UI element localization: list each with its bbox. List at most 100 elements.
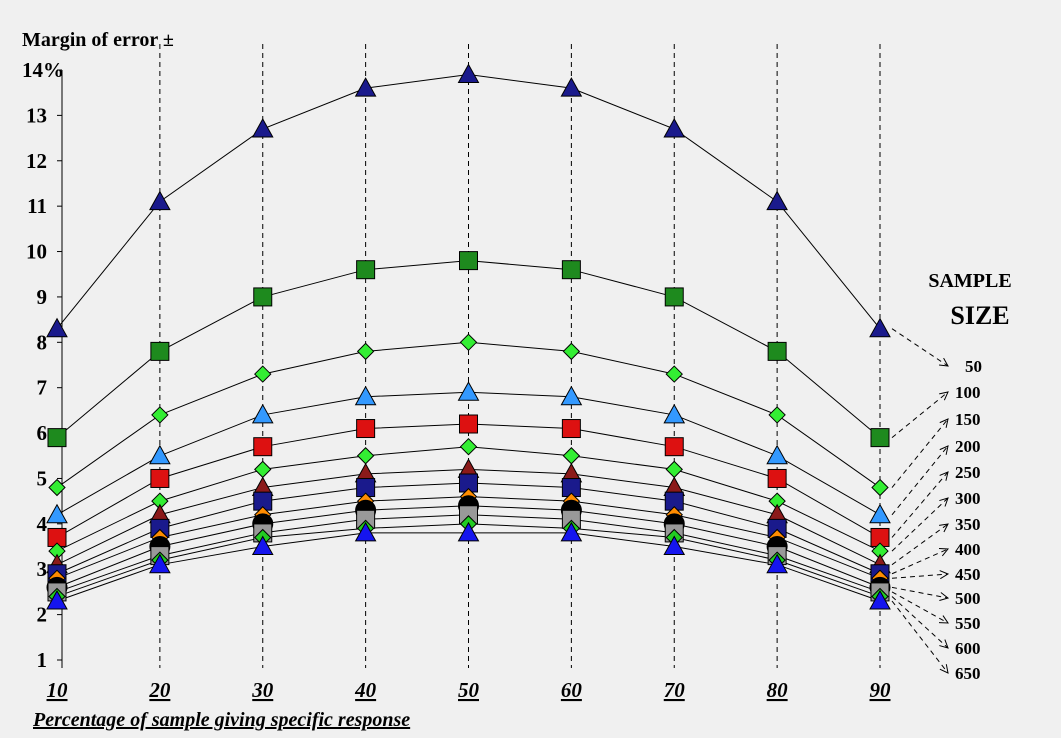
marker-100-90 xyxy=(870,428,890,448)
legend-arrow-100 xyxy=(891,391,949,439)
marker-250-40 xyxy=(356,419,376,439)
marker-150-40 xyxy=(356,342,375,361)
marker-100-20 xyxy=(150,341,170,361)
marker-50-20 xyxy=(149,190,171,211)
marker-250-50 xyxy=(459,414,478,434)
legend-arrow-550 xyxy=(891,591,949,624)
x-tick-label-40: 40 xyxy=(354,678,377,702)
legend-arrowhead-50 xyxy=(939,357,949,367)
y-tick-label-10: 10 xyxy=(26,240,47,264)
marker-150-70 xyxy=(665,365,683,383)
marker-150-20 xyxy=(151,406,169,424)
marker-650-70 xyxy=(663,535,686,556)
marker-50-30 xyxy=(251,117,274,138)
legend-arrowhead-500 xyxy=(939,592,950,602)
marker-150-80 xyxy=(768,406,786,424)
legend-arrow-500 xyxy=(891,586,949,599)
y-tick-label-6: 6 xyxy=(37,421,48,445)
legend-arrow-600 xyxy=(891,596,949,649)
marker-150-50 xyxy=(459,333,478,352)
legend-label-600: 600 xyxy=(955,639,981,658)
marker-150-60 xyxy=(562,342,581,361)
marker-150-30 xyxy=(254,365,272,383)
marker-50-90 xyxy=(869,317,891,338)
legend-arrowhead-300 xyxy=(939,497,949,507)
series-markers xyxy=(46,63,891,610)
marker-100-10 xyxy=(47,428,67,448)
legend-label-550: 550 xyxy=(955,614,981,633)
marker-50-70 xyxy=(663,117,686,138)
y-tick-label-13: 13 xyxy=(26,103,47,127)
marker-200-40 xyxy=(354,385,377,406)
marker-650-50 xyxy=(457,521,480,542)
legend-title-size: SIZE xyxy=(950,301,1009,330)
marker-100-30 xyxy=(253,287,273,307)
legend: SAMPLE SIZE 5010015020025030035040045050… xyxy=(891,270,1012,683)
legend-label-350: 350 xyxy=(955,515,981,534)
y-tick-label-1: 1 xyxy=(37,648,48,672)
legend-arrowhead-350 xyxy=(939,523,949,533)
legend-label-300: 300 xyxy=(955,489,981,508)
x-tick-label-90: 90 xyxy=(870,678,892,702)
legend-arrowhead-150 xyxy=(939,418,949,428)
marker-650-80 xyxy=(766,553,788,574)
marker-100-80 xyxy=(767,341,787,361)
marker-650-20 xyxy=(149,553,171,574)
marker-650-10 xyxy=(46,589,68,610)
x-tick-label-50: 50 xyxy=(458,678,480,702)
legend-label-650: 650 xyxy=(955,664,981,683)
legend-arrow-50 xyxy=(891,328,949,367)
legend-label-250: 250 xyxy=(955,463,981,482)
marker-150-10 xyxy=(48,478,66,497)
legend-items: 50 100 150 200 250 300 350 400 450 500 550 600 650 xyxy=(891,328,982,683)
x-tick-labels: 10 20 30 40 50 60 70 80 90 xyxy=(47,678,892,702)
y-tick-label-4: 4 xyxy=(37,512,48,536)
legend-arrowhead-400 xyxy=(938,548,950,557)
marker-100-60 xyxy=(561,260,581,280)
x-tick-label-80: 80 xyxy=(767,678,789,702)
marker-200-50 xyxy=(457,381,480,401)
marker-650-90 xyxy=(869,589,891,610)
marker-650-60 xyxy=(560,521,583,542)
legend-arrow-650 xyxy=(891,600,949,674)
y-tick-label-12: 12 xyxy=(26,149,47,173)
legend-arrow-450 xyxy=(891,573,949,579)
marker-100-50 xyxy=(459,251,478,271)
marker-200-10 xyxy=(46,503,68,524)
marker-200-60 xyxy=(560,385,583,406)
y-tick-label-9: 9 xyxy=(37,285,48,309)
marker-650-30 xyxy=(251,535,274,556)
marker-50-80 xyxy=(766,190,788,211)
y-tick-label-14: 14% xyxy=(22,58,64,82)
legend-arrowhead-600 xyxy=(939,639,949,649)
marker-200-80 xyxy=(766,444,788,465)
legend-label-500: 500 xyxy=(955,589,981,608)
y-tick-label-2: 2 xyxy=(37,603,48,627)
marker-50-50 xyxy=(457,63,480,84)
legend-label-100: 100 xyxy=(955,383,981,402)
y-tick-label-8: 8 xyxy=(37,330,48,354)
marker-100-70 xyxy=(664,287,684,307)
legend-title-sample: SAMPLE xyxy=(928,270,1011,292)
vertical-gridlines xyxy=(159,44,881,668)
x-tick-label-20: 20 xyxy=(148,678,171,702)
legend-arrow-400 xyxy=(891,548,949,575)
marker-200-70 xyxy=(663,403,686,424)
legend-arrowhead-550 xyxy=(938,615,949,624)
y-tick-label-3: 3 xyxy=(37,557,48,581)
marker-200-90 xyxy=(869,503,891,524)
y-axis-title: Margin of error ± xyxy=(22,29,174,51)
legend-arrowhead-450 xyxy=(939,570,950,580)
marker-300-70 xyxy=(665,460,683,479)
legend-arrowhead-650 xyxy=(939,664,949,674)
legend-label-400: 400 xyxy=(955,540,981,559)
legend-arrow-350 xyxy=(891,523,949,566)
marker-50-60 xyxy=(560,77,583,97)
marker-250-60 xyxy=(561,419,581,439)
marker-200-20 xyxy=(149,444,171,465)
marker-150-90 xyxy=(871,478,889,497)
x-tick-label-30: 30 xyxy=(251,678,274,702)
y-tick-label-5: 5 xyxy=(37,466,48,490)
